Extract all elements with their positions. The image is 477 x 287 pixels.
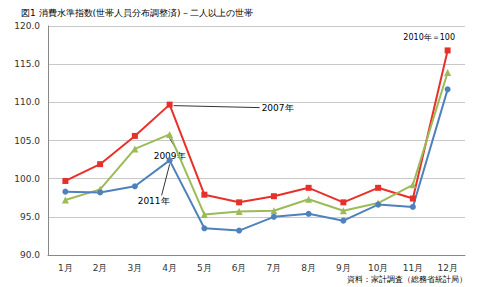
svg-text:100.0: 100.0 [14,174,40,184]
svg-text:2010年＝100: 2010年＝100 [403,33,455,42]
svg-text:12月: 12月 [437,263,457,273]
svg-text:2007年: 2007年 [262,103,294,113]
svg-text:図1 消費水準指数(世帯人員分布調整済)－二人以上の世帯: 図1 消費水準指数(世帯人員分布調整済)－二人以上の世帯 [21,8,253,18]
svg-text:8月: 8月 [301,263,316,273]
svg-text:6月: 6月 [232,263,247,273]
svg-text:9月: 9月 [336,263,351,273]
svg-text:5月: 5月 [197,263,212,273]
svg-text:2月: 2月 [93,263,108,273]
svg-text:4月: 4月 [162,263,177,273]
svg-text:105.0: 105.0 [14,136,40,146]
svg-text:11月: 11月 [403,263,423,273]
svg-text:2009年: 2009年 [153,151,186,162]
svg-text:3月: 3月 [128,263,143,273]
svg-text:2011年: 2011年 [138,196,170,206]
svg-text:120.0: 120.0 [14,21,40,31]
svg-text:10月: 10月 [368,263,388,273]
svg-text:90.0: 90.0 [20,250,40,260]
svg-text:95.0: 95.0 [20,212,40,222]
svg-text:資料：家計調査（総務省統計局）: 資料：家計調査（総務省統計局） [347,275,467,284]
svg-text:1月: 1月 [58,263,73,273]
svg-text:115.0: 115.0 [14,59,40,69]
svg-text:110.0: 110.0 [14,97,40,107]
svg-text:7月: 7月 [267,263,282,273]
